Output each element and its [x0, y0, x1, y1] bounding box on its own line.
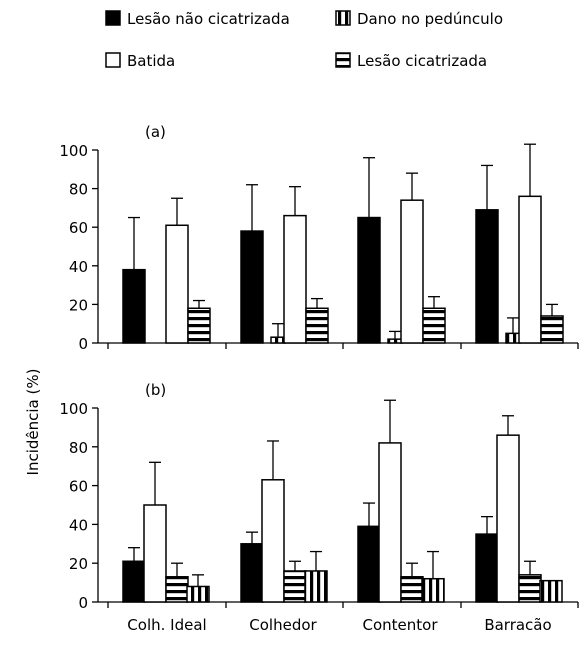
bar — [187, 307, 211, 344]
y-tick-label: 20 — [69, 555, 88, 573]
x-tick-label-contentor: Contentor — [363, 616, 439, 634]
bar — [270, 336, 286, 344]
bar — [165, 576, 189, 603]
bar — [475, 209, 499, 344]
bar — [305, 307, 329, 344]
legend-item-lesao-cicatrizada: Lesão cicatrizada — [335, 52, 487, 70]
legend-swatch-white — [105, 52, 121, 68]
bar — [387, 338, 403, 344]
bar — [357, 216, 381, 344]
panel-label-a: (a) — [145, 123, 166, 141]
y-tick-label: 40 — [69, 258, 88, 276]
bar — [283, 570, 307, 603]
bar — [400, 199, 424, 344]
legend-item-lesao-nao-cicatrizada: Lesão não cicatrizada — [105, 10, 290, 28]
x-tick-label-colh-ideal: Colh. Ideal — [127, 616, 206, 634]
bar — [505, 332, 521, 344]
x-axis-categories: Colh. Ideal Colhedor Contentor Barracão — [127, 616, 551, 634]
y-tick-label: 100 — [59, 400, 88, 418]
legend-label: Batida — [127, 52, 175, 70]
bar — [540, 315, 564, 344]
bar — [539, 579, 563, 603]
bar — [283, 214, 307, 344]
y-tick-label: 80 — [69, 181, 88, 199]
legend: Lesão não cicatrizada Dano no pedúnculo … — [105, 10, 503, 70]
legend-label: Lesão cicatrizada — [357, 52, 487, 70]
y-tick-label: 0 — [78, 594, 88, 612]
y-tick-label: 80 — [69, 439, 88, 457]
y-tick-label: 100 — [59, 142, 88, 160]
bar — [400, 576, 424, 603]
bar — [518, 195, 542, 344]
y-tick-label: 60 — [69, 478, 88, 496]
legend-swatch-hstripe — [335, 52, 351, 68]
legend-label: Dano no pedúnculo — [357, 10, 503, 28]
bar — [304, 570, 328, 603]
bar — [240, 543, 264, 603]
bar — [496, 434, 520, 603]
panel-a: (a) 0 20 40 60 80 100 — [59, 123, 579, 353]
bar — [261, 479, 285, 603]
y-tick-label: 40 — [69, 516, 88, 534]
panel-label-b: (b) — [145, 381, 166, 399]
y-tick-label: 60 — [69, 219, 88, 237]
legend-label: Lesão não cicatrizada — [127, 10, 290, 28]
legend-item-batida: Batida — [105, 52, 175, 70]
bar — [143, 504, 167, 603]
panel-b: (b) 0 20 40 60 80 100 — [59, 381, 579, 612]
y-tick-label: 20 — [69, 296, 88, 314]
x-tick-label-barracao: Barracão — [484, 616, 551, 634]
y-axis-title: Incidência (%) — [24, 369, 42, 476]
bar — [422, 307, 446, 344]
bar — [518, 574, 542, 603]
legend-item-dano-no-pedunculo: Dano no pedúnculo — [335, 10, 503, 28]
bar — [122, 268, 146, 344]
bar — [122, 560, 146, 603]
bar — [165, 224, 189, 344]
bar — [240, 230, 264, 344]
bar — [421, 577, 445, 603]
x-tick-label-colhedor: Colhedor — [249, 616, 317, 634]
bar — [475, 533, 499, 603]
legend-swatch-solid — [105, 10, 121, 26]
bar — [378, 442, 402, 603]
y-tick-label: 0 — [78, 335, 88, 353]
bar — [186, 585, 210, 603]
bar — [357, 525, 381, 603]
legend-swatch-vstripe — [335, 10, 351, 26]
